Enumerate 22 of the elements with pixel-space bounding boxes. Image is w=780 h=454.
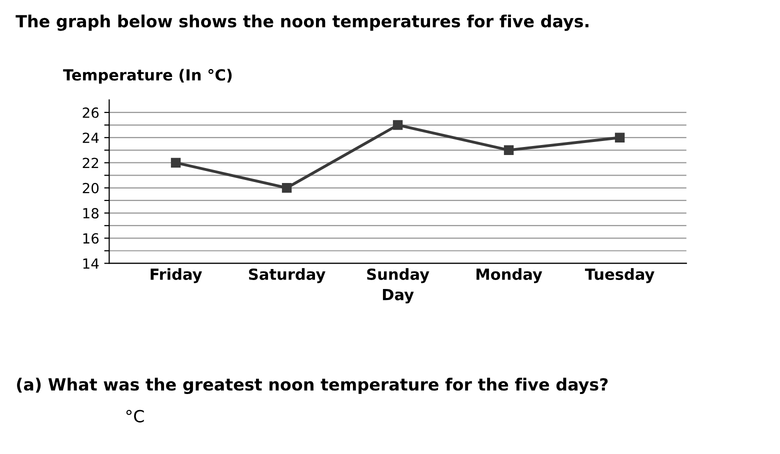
- y-axis-title: Temperature (In °C): [63, 68, 232, 84]
- y-tick-label: 18: [83, 208, 99, 219]
- x-axis-title: Day: [382, 288, 414, 304]
- text: (a) What was the greatest noon temperature for the five days?: [17, 378, 608, 394]
- point: [392, 120, 403, 130]
- y-tick-label: 20: [82, 182, 99, 194]
- text: °C: [126, 410, 144, 422]
- y-tick-label: 24: [82, 132, 99, 143]
- y-tick-label: 16: [83, 233, 99, 244]
- point: [504, 145, 514, 156]
- x-tick-label: Friday: [150, 268, 202, 284]
- x-tick-label: Saturday: [249, 268, 326, 284]
- y-tick-label: 14: [83, 258, 99, 269]
- point: [170, 158, 181, 168]
- x-tick-label: Monday: [476, 268, 542, 284]
- y-tick-label: 22: [82, 158, 98, 168]
- y-tick-label: 26: [82, 107, 99, 118]
- point: [282, 183, 292, 193]
- point: [614, 132, 625, 142]
- x-tick-label: Tuesday: [584, 268, 654, 284]
- chart-title: The graph below shows the noon temperatures for five days.: [16, 14, 588, 31]
- x-tick-label: Sunday: [367, 268, 430, 284]
